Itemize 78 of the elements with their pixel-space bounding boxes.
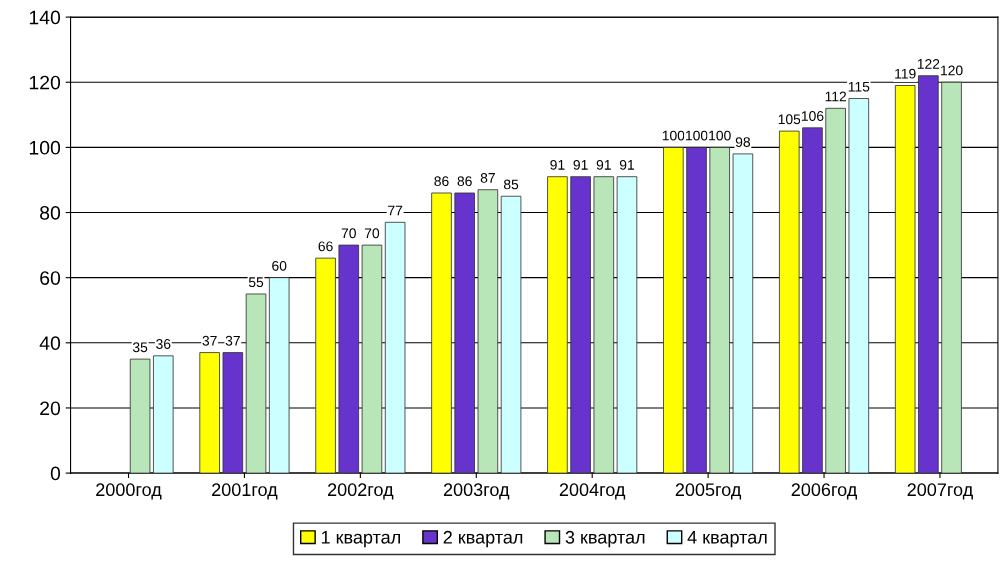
x-tick-label: 2006год	[791, 483, 857, 500]
x-tick-label: 2007год	[907, 483, 973, 500]
bar	[431, 192, 452, 474]
bar	[547, 176, 568, 474]
bar	[616, 176, 638, 474]
data-label: 100	[709, 130, 731, 141]
bar	[778, 130, 800, 474]
data-label: 91	[573, 159, 588, 170]
y-tick-label: 80	[40, 206, 61, 220]
data-label: 100	[662, 130, 685, 141]
bar	[686, 146, 707, 474]
bar	[802, 127, 823, 474]
y-tick-label: 40	[39, 336, 61, 351]
bar	[315, 257, 336, 474]
bar	[918, 75, 939, 474]
data-label: 106	[801, 111, 824, 121]
x-tick-label: 2005год	[675, 483, 742, 500]
x-tick-label: 2000год	[96, 483, 162, 500]
bar	[153, 355, 174, 474]
data-label: 36	[156, 339, 171, 349]
x-tick-label: 2003год	[443, 483, 510, 500]
bar	[593, 176, 615, 474]
legend-label: 1 квартал	[321, 531, 400, 548]
data-label: 115	[848, 81, 870, 92]
bar	[570, 176, 591, 474]
data-label: 70	[341, 228, 356, 239]
bar	[222, 352, 244, 474]
data-label: 55	[248, 277, 264, 288]
bar	[825, 107, 846, 474]
data-label: 105	[778, 114, 801, 125]
data-label: 91	[619, 159, 635, 170]
data-label: 60	[272, 260, 287, 271]
y-tick-label: 20	[40, 401, 61, 416]
x-tick-label: 2004год	[559, 483, 626, 500]
bar	[709, 146, 730, 474]
data-label: 98	[735, 137, 751, 147]
data-label: 86	[457, 176, 472, 187]
y-tick-label: 60	[40, 271, 61, 285]
y-tick-label: 100	[29, 140, 61, 155]
bar	[894, 85, 916, 474]
data-label: 87	[480, 172, 495, 183]
y-tick-label: 0	[50, 466, 61, 481]
bar	[663, 146, 684, 474]
legend-label: 4 квартал	[687, 531, 767, 548]
bar	[338, 244, 360, 474]
data-label: 37	[225, 335, 240, 346]
bar	[129, 358, 151, 474]
data-label: 91	[550, 159, 565, 170]
x-tick-label: 2002год	[328, 483, 394, 500]
data-label: 86	[434, 176, 449, 187]
y-tick-label: 120	[29, 75, 61, 90]
data-label: 37	[202, 335, 217, 346]
bar	[941, 81, 962, 474]
legend-label: 2 квартал	[443, 530, 523, 548]
bar	[848, 98, 870, 474]
legend-label: 3 квартал	[565, 530, 645, 548]
data-label: 91	[596, 159, 611, 170]
data-label: 85	[503, 179, 519, 190]
bar	[245, 293, 267, 474]
x-tick-label: 2001год	[212, 483, 278, 500]
bar	[361, 244, 383, 474]
data-label: 120	[941, 65, 963, 76]
bar	[732, 153, 754, 474]
bar	[384, 221, 406, 474]
data-label: 70	[364, 228, 380, 239]
bar	[477, 189, 499, 474]
bar	[199, 352, 220, 474]
bar	[454, 192, 475, 474]
data-label: 77	[388, 205, 403, 216]
bar	[500, 195, 522, 474]
y-tick-label: 140	[29, 10, 61, 25]
data-label: 112	[825, 91, 847, 102]
data-label: 100	[686, 130, 708, 141]
data-label: 119	[895, 68, 916, 79]
data-label: 66	[318, 241, 333, 252]
data-label: 35	[132, 342, 148, 353]
data-label: 122	[917, 58, 940, 69]
bar	[268, 277, 290, 474]
